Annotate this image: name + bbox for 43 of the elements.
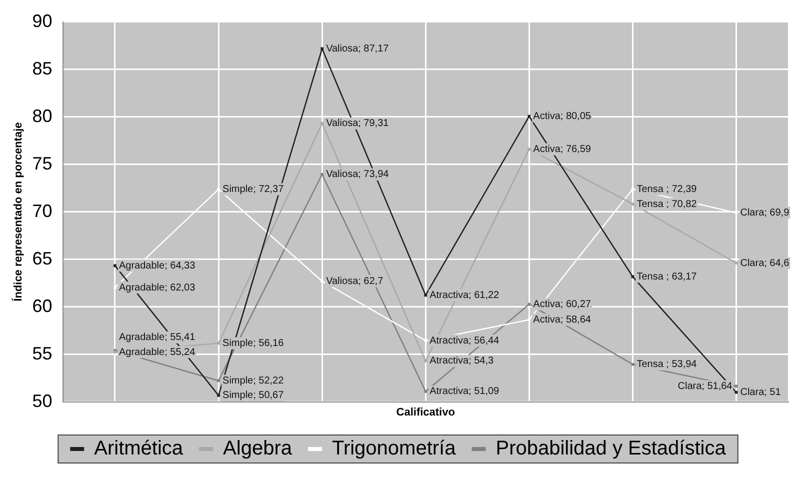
data-label: Clara; 64,6: [740, 258, 790, 269]
data-label: Atractiva; 56,44: [430, 335, 500, 346]
y-tick-label: 60: [32, 296, 52, 316]
data-label: Simple; 52,22: [222, 375, 284, 386]
legend-label: Aritmética: [94, 438, 184, 460]
y-tick-label: 85: [32, 58, 52, 78]
y-tick-label: 50: [32, 390, 52, 411]
data-label: Simple; 56,16: [222, 338, 284, 350]
x-axis-title: Calificativo: [396, 406, 456, 418]
data-label: Tensa ; 63,17: [636, 271, 698, 282]
data-label: Agradable; 64,33: [118, 260, 196, 272]
data-label: Atractiva; 54,3: [430, 356, 494, 367]
y-tick-label: 65: [32, 248, 52, 268]
data-label: Activa; 60,27: [533, 298, 592, 310]
data-label: Tensa ; 72,39: [636, 184, 698, 195]
y-tick-label: 80: [32, 106, 52, 126]
data-label: Agradable; 55,24: [118, 346, 196, 358]
legend-label: Trigonometría: [332, 438, 457, 460]
y-tick-label: 70: [32, 200, 52, 221]
y-tick-label: 90: [32, 10, 52, 31]
data-label: Agradable; 62,03: [118, 282, 196, 294]
data-label: Simple; 72,37: [222, 184, 284, 196]
data-label: Activa; 58,64: [533, 314, 592, 326]
data-label: Valiosa; 87,17: [326, 43, 390, 54]
data-label: Activa; 76,59: [533, 144, 592, 155]
data-label: Clara; 69,9: [740, 208, 790, 218]
y-axis-title: Índice representado en porcentaje: [12, 122, 25, 302]
data-label: Atractiva; 51,09: [430, 386, 500, 398]
data-label: Atractiva; 61,22: [430, 290, 500, 301]
data-label: Valiosa; 73,94: [326, 169, 390, 180]
data-label: Tensa ; 53,94: [636, 359, 698, 370]
y-tick-label: 55: [32, 343, 52, 364]
data-label: Clara; 51,64: [678, 380, 733, 392]
data-label: Valiosa; 79,31: [326, 118, 390, 130]
data-label: Valiosa; 62,7: [326, 276, 384, 287]
data-label: Activa; 80,05: [533, 111, 592, 122]
data-label: Clara; 51: [740, 387, 782, 398]
data-label: Agradable; 55,41: [118, 332, 196, 344]
y-tick-label: 75: [32, 153, 52, 174]
legend-label: Probabilidad y Estadística: [496, 438, 727, 460]
legend-label: Algebra: [223, 438, 293, 460]
data-label: Tensa ; 70,82: [636, 198, 698, 210]
data-label: Simple; 50,67: [222, 390, 284, 402]
